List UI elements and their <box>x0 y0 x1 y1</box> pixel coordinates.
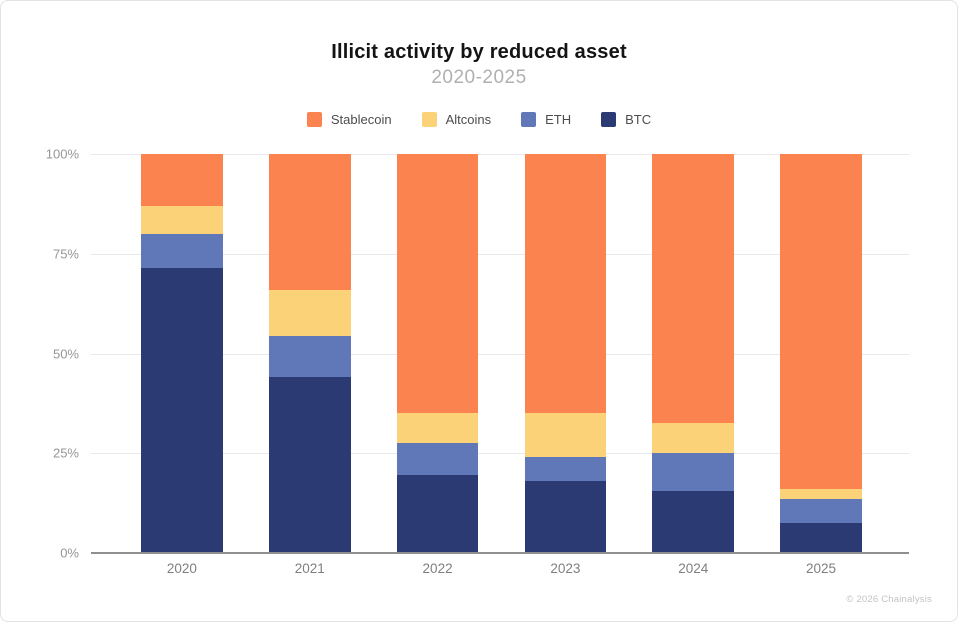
x-tick-2025: 2025 <box>806 561 837 576</box>
plot-area <box>91 154 909 554</box>
segment-altcoins-2025 <box>780 489 862 500</box>
bar-column-2022 <box>374 154 502 553</box>
bar-2020 <box>141 154 223 553</box>
x-tick-2022: 2022 <box>422 561 453 576</box>
copyright: © 2026 Chainalysis <box>846 594 932 605</box>
legend-item-altcoins: Altcoins <box>421 112 492 127</box>
chart-subtitle: 2020-2025 <box>431 67 527 88</box>
segment-btc-2020 <box>141 267 223 553</box>
segment-altcoins-2021 <box>268 289 351 336</box>
x-axis-labels: 2020 2021 2022 2023 2024 2025 <box>91 561 909 576</box>
bar-column-2021 <box>246 154 374 553</box>
segment-eth-2024 <box>652 453 735 492</box>
segment-btc-2023 <box>524 481 607 553</box>
legend-label-altcoins: Altcoins <box>445 112 492 127</box>
gridlines <box>91 154 909 553</box>
y-tick-75-: 75% <box>52 246 79 262</box>
segment-stablecoin-2023 <box>524 154 607 414</box>
legend-item-eth: ETH <box>521 112 571 127</box>
x-tick-2024: 2024 <box>678 561 709 576</box>
y-tick-50-: 50% <box>52 346 79 361</box>
legend-item-stablecoin: Stablecoin <box>306 112 392 127</box>
segment-altcoins-2022 <box>396 413 479 444</box>
bar-2021 <box>268 154 351 553</box>
segment-eth-2023 <box>524 457 607 482</box>
segment-stablecoin-2022 <box>396 154 479 414</box>
legend-item-btc: BTC <box>601 112 651 127</box>
segment-eth-2025 <box>780 499 862 524</box>
bar-2023 <box>524 154 607 553</box>
legend-swatch-eth <box>521 112 537 127</box>
segment-btc-2022 <box>396 475 479 553</box>
legend-label-stablecoin: Stablecoin <box>330 112 392 127</box>
gridline-50pct <box>91 353 909 355</box>
bar-2025 <box>780 154 862 553</box>
legend-swatch-altcoins <box>421 112 437 127</box>
gridline-25pct <box>91 453 909 455</box>
segment-btc-2024 <box>652 491 735 553</box>
segment-altcoins-2023 <box>524 413 607 458</box>
bar-2024 <box>652 154 735 553</box>
y-tick-0-: 0% <box>60 545 79 561</box>
bar-column-2025 <box>757 154 885 553</box>
gridline-75pct <box>91 253 909 255</box>
segment-eth-2021 <box>268 335 351 378</box>
legend-label-eth: ETH <box>545 112 572 127</box>
segment-stablecoin-2025 <box>780 154 862 490</box>
segment-eth-2022 <box>396 443 479 476</box>
bar-column-2020 <box>118 154 246 553</box>
segment-stablecoin-2024 <box>652 154 735 424</box>
segment-stablecoin-2020 <box>141 154 223 206</box>
segment-altcoins-2024 <box>652 423 735 454</box>
legend: Stablecoin Altcoins ETH BTC <box>1 112 957 127</box>
x-tick-2021: 2021 <box>294 561 325 576</box>
bar-column-2024 <box>629 154 757 553</box>
segment-stablecoin-2021 <box>268 154 351 290</box>
segment-btc-2021 <box>268 377 351 553</box>
segment-btc-2025 <box>780 523 862 553</box>
gridline-100pct <box>91 154 909 155</box>
legend-swatch-btc <box>601 112 617 127</box>
y-tick-25-: 25% <box>52 445 79 461</box>
segment-eth-2020 <box>141 233 223 268</box>
segment-altcoins-2020 <box>141 205 223 234</box>
chart-title: Illicit activity by reduced asset <box>331 41 627 63</box>
x-axis-line <box>91 552 909 554</box>
x-tick-2023: 2023 <box>550 561 581 576</box>
y-axis-labels: 100% 75% 50% 25% 0% <box>1 147 85 561</box>
legend-swatch-stablecoin <box>306 112 322 127</box>
bar-2022 <box>396 154 479 553</box>
x-tick-2020: 2020 <box>166 561 197 576</box>
bars <box>91 154 909 553</box>
bar-column-2023 <box>501 154 629 553</box>
legend-label-btc: BTC <box>625 112 652 127</box>
y-tick-100-: 100% <box>45 146 79 162</box>
